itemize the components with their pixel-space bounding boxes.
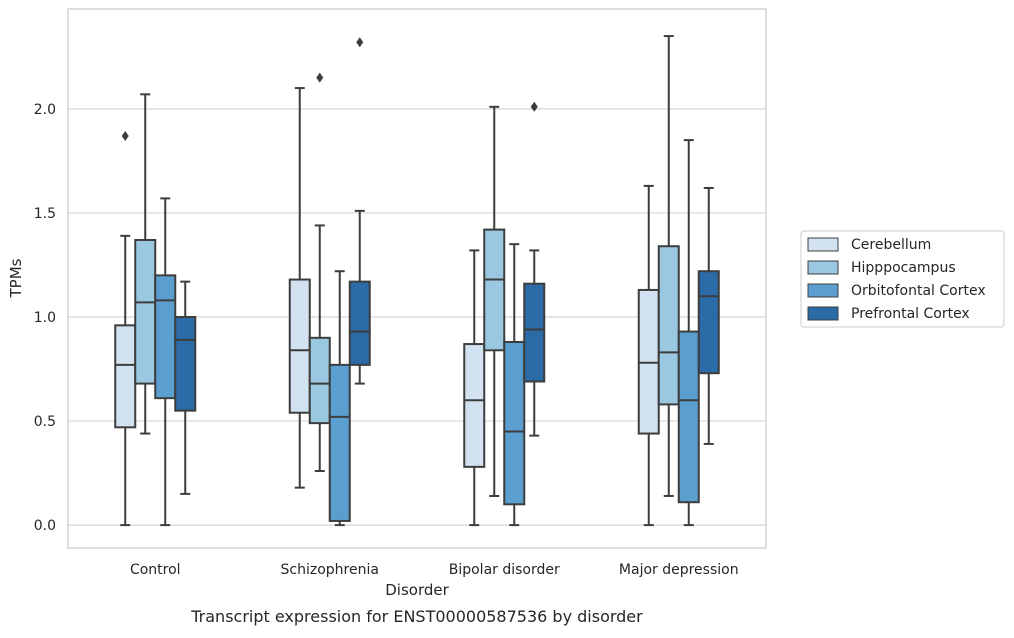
boxes bbox=[114, 35, 720, 527]
legend-swatch bbox=[807, 306, 839, 321]
box-iqr bbox=[657, 245, 680, 406]
x-tick-label: Major depression bbox=[619, 562, 739, 578]
outlier-point bbox=[316, 72, 324, 83]
x-tick-label: Bipolar disorder bbox=[449, 562, 560, 578]
legend-label: Orbitofontal Cortex bbox=[851, 283, 986, 299]
legend-swatch bbox=[807, 283, 839, 298]
y-tick-label: 2.0 bbox=[34, 102, 56, 118]
box-orbitofontal-cortex-2 bbox=[503, 243, 526, 527]
box-iqr bbox=[154, 274, 177, 400]
legend-swatch bbox=[807, 237, 839, 252]
box-cerebellum-1 bbox=[288, 87, 311, 489]
box-prefrontal-cortex-0 bbox=[174, 280, 197, 495]
box-hipppocampus-3 bbox=[657, 35, 680, 497]
box-iqr bbox=[523, 282, 546, 383]
x-tick-label: Schizophrenia bbox=[281, 562, 379, 578]
legend-frame bbox=[800, 230, 1005, 328]
box-iqr bbox=[174, 316, 197, 412]
outlier-point bbox=[356, 37, 364, 48]
box-iqr bbox=[288, 278, 311, 414]
y-tick-label: 0.0 bbox=[34, 518, 56, 534]
outlier-point bbox=[530, 101, 538, 112]
outlier-point bbox=[121, 130, 129, 141]
box-iqr bbox=[328, 363, 351, 522]
legend-label: Prefrontal Cortex bbox=[851, 306, 970, 322]
x-tick-label: Control bbox=[130, 562, 181, 578]
y-tick-label: 0.5 bbox=[34, 414, 56, 430]
box-cerebellum-3 bbox=[637, 184, 660, 527]
box-iqr bbox=[483, 228, 506, 352]
box-iqr bbox=[348, 280, 371, 366]
box-hipppocampus-2 bbox=[483, 105, 506, 497]
box-hipppocampus-1 bbox=[308, 72, 331, 472]
box-orbitofontal-cortex-3 bbox=[677, 139, 700, 527]
box-iqr bbox=[463, 343, 486, 468]
x-axis-label: Disorder bbox=[385, 581, 449, 599]
box-iqr bbox=[308, 336, 331, 425]
box-orbitofontal-cortex-0 bbox=[154, 197, 177, 527]
box-iqr bbox=[637, 288, 660, 435]
box-iqr bbox=[677, 330, 700, 504]
legend-swatch bbox=[807, 260, 839, 275]
box-iqr bbox=[114, 324, 137, 429]
box-cerebellum-2 bbox=[463, 249, 486, 527]
box-iqr bbox=[697, 270, 720, 375]
legend: Cerebellum Hipppocampus Orbitofontal Corte… bbox=[800, 230, 1005, 328]
box-cerebellum-0 bbox=[114, 130, 137, 527]
x-ticks: Control Schizophrenia Bipolar disorder Majo… bbox=[130, 562, 739, 578]
plot-frame bbox=[67, 8, 767, 549]
chart-caption: Transcript expression for ENST0000058753… bbox=[190, 607, 643, 626]
box-prefrontal-cortex-3 bbox=[697, 186, 720, 445]
y-axis-label: TPMs bbox=[7, 258, 25, 298]
y-tick-label: 1.5 bbox=[34, 206, 56, 222]
box-prefrontal-cortex-2 bbox=[523, 101, 546, 437]
legend-label: Cerebellum bbox=[851, 237, 931, 253]
box-iqr bbox=[503, 340, 526, 506]
box-iqr bbox=[134, 239, 157, 385]
box-orbitofontal-cortex-1 bbox=[328, 270, 351, 527]
box-prefrontal-cortex-1 bbox=[348, 37, 371, 385]
y-tick-label: 1.0 bbox=[34, 310, 56, 326]
legend-label: Hipppocampus bbox=[851, 260, 956, 276]
y-ticks: 0.0 0.5 1.0 1.5 2.0 bbox=[34, 102, 56, 534]
